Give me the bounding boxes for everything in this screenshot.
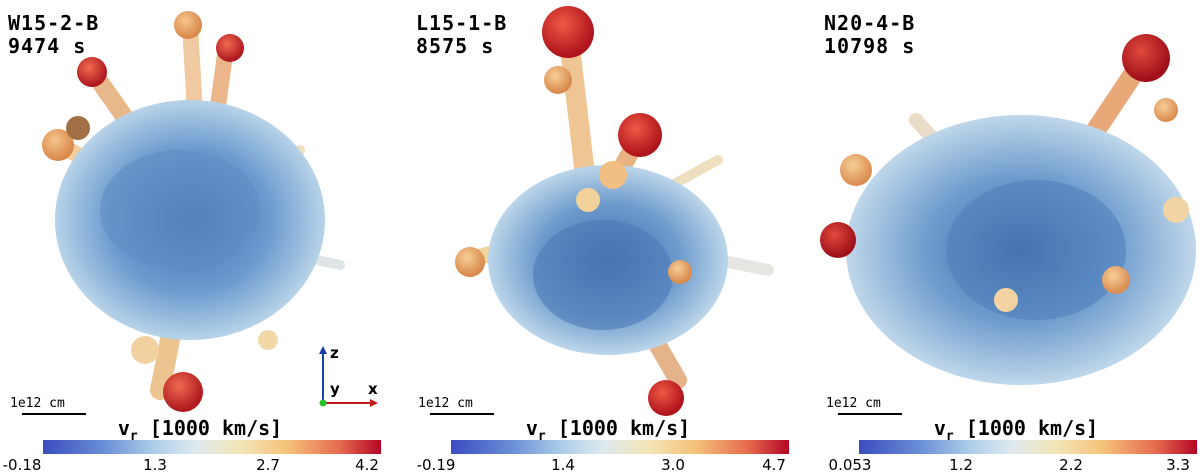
tick-label: 2.2 bbox=[1059, 456, 1083, 474]
panel-n20: N20-4-B 10798 s 1e12 cm vr [1000 km/s] 0… bbox=[816, 0, 1200, 476]
axes-triad: z y x bbox=[300, 340, 390, 410]
scale-label: 1e12 cm bbox=[826, 396, 881, 411]
scale-bar: 1e12 cm bbox=[418, 396, 494, 415]
tick-label: -0.18 bbox=[2, 456, 42, 474]
model-label: L15-1-B bbox=[416, 11, 508, 35]
tick-label: 3.0 bbox=[661, 456, 685, 474]
scale-bar: 1e12 cm bbox=[826, 396, 902, 415]
colorbar bbox=[859, 440, 1197, 454]
panel-l15: L15-1-B 8575 s 1e12 cm vr [1000 km/s] -0… bbox=[408, 0, 808, 476]
tick-label: 3.3 bbox=[1166, 456, 1190, 474]
colorbar-title: vr [1000 km/s] bbox=[525, 416, 691, 444]
colorbar-ticks: -0.18 1.3 2.7 4.2 bbox=[0, 456, 400, 474]
time-label: 8575 s bbox=[416, 34, 495, 58]
tick-label: 1.2 bbox=[949, 456, 973, 474]
model-label: W15-2-B bbox=[8, 11, 100, 35]
colorbar-ticks: 0.053 1.2 2.2 3.3 bbox=[816, 456, 1200, 474]
tick-label: 0.053 bbox=[828, 456, 872, 474]
tick-label: 1.3 bbox=[143, 456, 167, 474]
colorbar bbox=[451, 440, 789, 454]
tick-label: 4.2 bbox=[355, 456, 379, 474]
scale-label: 1e12 cm bbox=[418, 396, 473, 411]
scale-line bbox=[838, 413, 902, 415]
panel-w15: W15-2-B 9474 s 1e12 cm z y x vr [1000 km… bbox=[0, 0, 400, 476]
tick-label: 4.7 bbox=[762, 456, 786, 474]
tick-label: -0.19 bbox=[416, 456, 456, 474]
tick-label: 1.4 bbox=[551, 456, 575, 474]
time-label: 10798 s bbox=[824, 34, 916, 58]
scale-line bbox=[22, 413, 86, 415]
colorbar-title: vr [1000 km/s] bbox=[933, 416, 1099, 444]
axis-y-label: y bbox=[330, 380, 340, 398]
tick-label: 2.7 bbox=[256, 456, 280, 474]
colorbar bbox=[43, 440, 381, 454]
l15-isosurface-image bbox=[455, 6, 774, 416]
model-label: N20-4-B bbox=[824, 11, 916, 35]
axis-x-label: x bbox=[368, 380, 378, 398]
n20-isosurface-image bbox=[820, 34, 1196, 385]
scale-label: 1e12 cm bbox=[10, 396, 65, 411]
scale-bar: 1e12 cm bbox=[10, 396, 86, 415]
colorbar-ticks: -0.19 1.4 3.0 4.7 bbox=[408, 456, 808, 474]
time-label: 9474 s bbox=[8, 34, 87, 58]
scale-line bbox=[430, 413, 494, 415]
w15-isosurface-image bbox=[42, 11, 345, 412]
colorbar-title: vr [1000 km/s] bbox=[117, 416, 283, 444]
axis-z-label: z bbox=[330, 344, 339, 362]
